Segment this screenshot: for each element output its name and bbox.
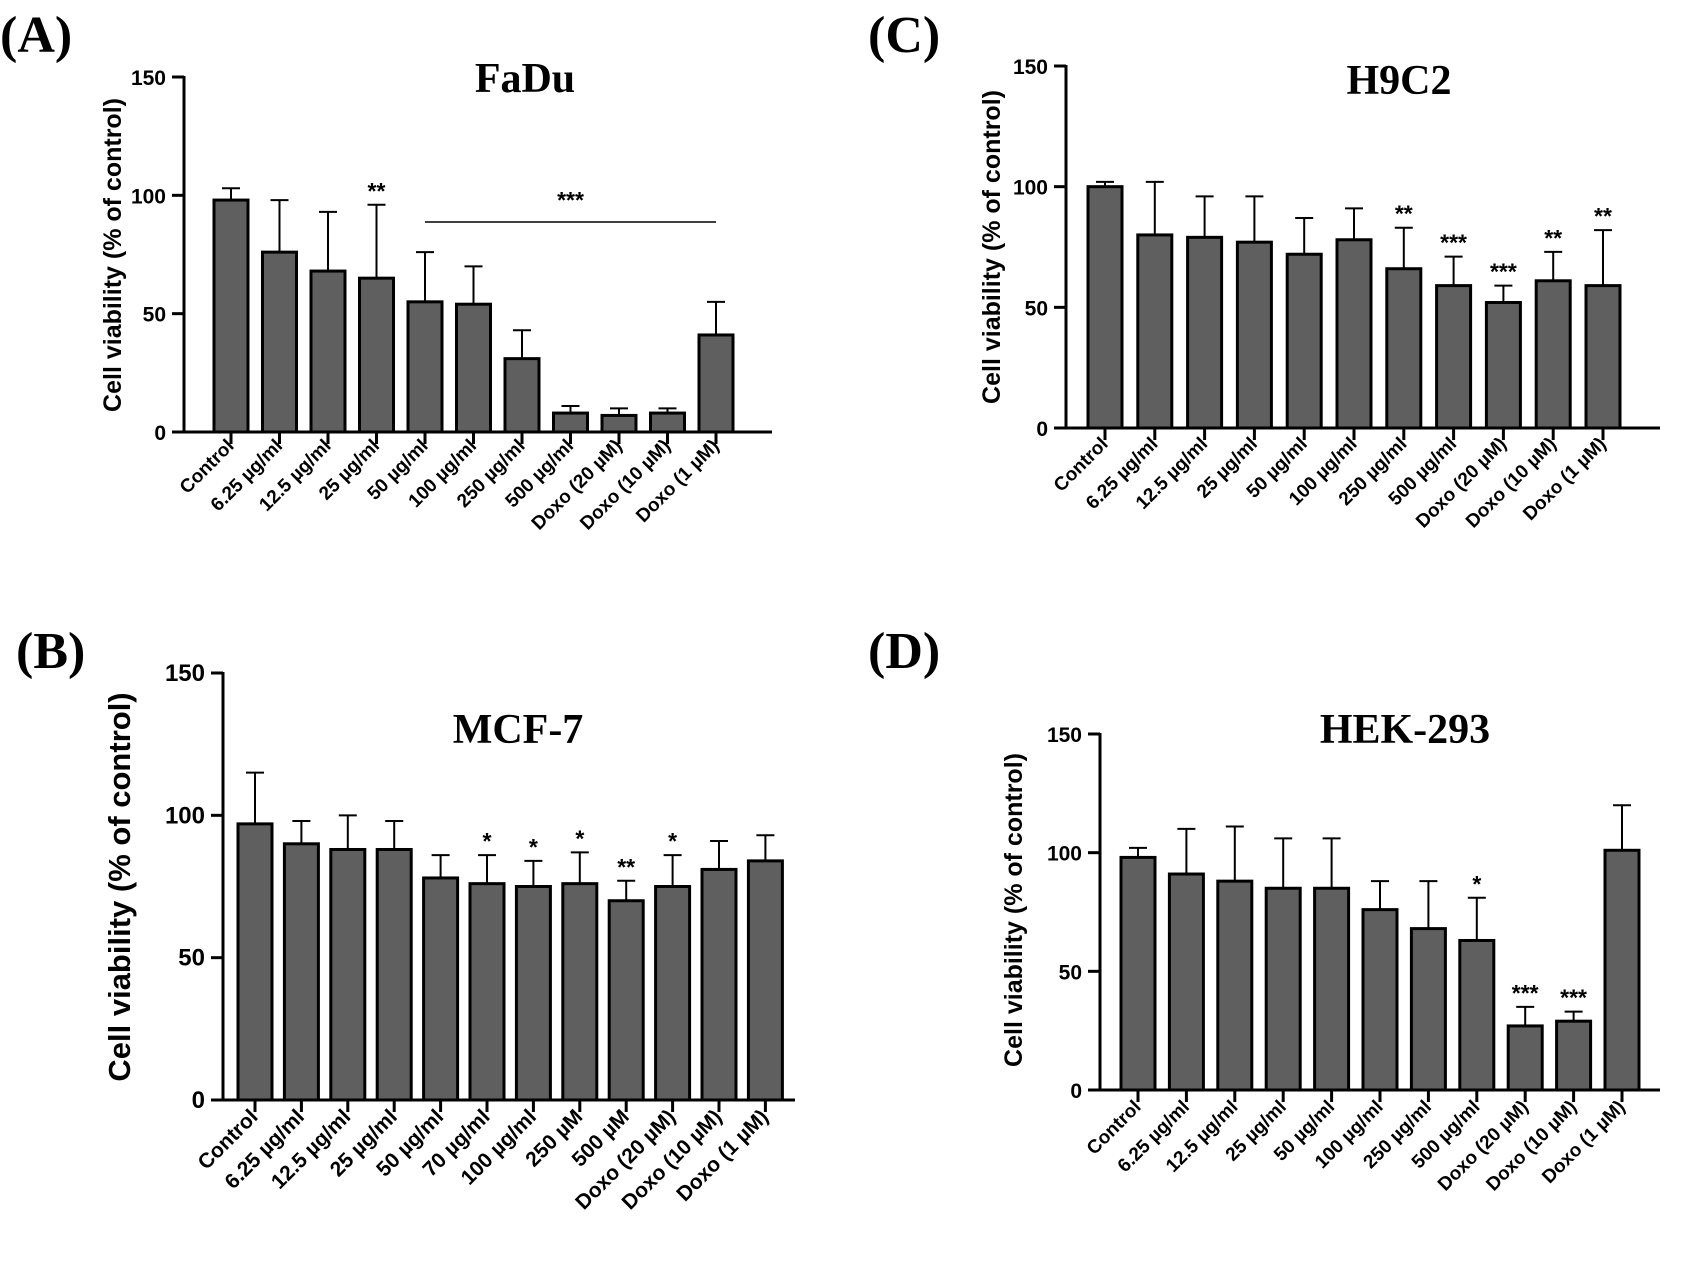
bar: [329, 847, 367, 1102]
bar: [552, 411, 589, 434]
y-tick-label: 150: [1013, 56, 1048, 79]
bar: [1313, 886, 1351, 1092]
y-tick-label: 50: [1059, 961, 1082, 984]
bar: [607, 899, 645, 1102]
bar: [561, 882, 599, 1102]
significance-label: *: [529, 834, 538, 860]
significance-label: **: [617, 854, 635, 880]
bar: [1335, 238, 1373, 430]
bar: [212, 198, 250, 434]
bar: [1186, 235, 1224, 430]
chart-title: MCF-7: [453, 707, 584, 753]
bar: [1264, 886, 1302, 1092]
panel-letter: (B): [16, 623, 85, 680]
bar: [1584, 284, 1622, 430]
bar: [1385, 267, 1423, 430]
bar: [1235, 240, 1273, 430]
y-axis-label: Cell viability (% of control): [978, 90, 1006, 404]
bar: [261, 250, 298, 434]
panel-letter: (D): [868, 623, 940, 680]
significance-label: ***: [1512, 980, 1539, 1006]
bar: [406, 300, 444, 434]
significance-label: ***: [1490, 259, 1517, 285]
y-tick-label: 100: [1047, 843, 1082, 866]
y-axis-label: Cell viability (% of control): [99, 98, 127, 412]
bar: [1285, 252, 1323, 430]
bar: [1216, 879, 1254, 1092]
significance-label: **: [1544, 225, 1562, 251]
bar: [422, 876, 460, 1102]
bar: [455, 302, 492, 434]
significance-label: *: [483, 828, 492, 854]
significance-label: **: [368, 178, 386, 204]
bar: [1136, 233, 1174, 430]
bar: [1086, 185, 1124, 430]
y-tick-label: 150: [165, 660, 205, 687]
chart-title: H9C2: [1347, 58, 1452, 104]
bar: [1435, 284, 1473, 430]
y-tick-label: 50: [143, 304, 166, 327]
bar: [514, 885, 552, 1102]
bar: [1458, 938, 1496, 1092]
significance-label: ***: [1440, 230, 1467, 256]
bar: [1119, 855, 1157, 1092]
bar: [1484, 301, 1522, 430]
chart-title: HEK-293: [1320, 707, 1490, 753]
bar: [282, 842, 320, 1102]
significance-label: *: [1472, 871, 1481, 897]
y-tick-label: 50: [1025, 297, 1048, 320]
bar: [1167, 872, 1205, 1092]
bar: [375, 847, 413, 1102]
bar: [1409, 927, 1447, 1092]
significance-label: **: [1594, 203, 1612, 229]
bar: [600, 413, 638, 434]
bar: [700, 867, 738, 1102]
y-tick-label: 0: [1036, 418, 1048, 441]
panel-letter: (A): [0, 7, 72, 64]
bar: [649, 411, 686, 434]
significance-label: *: [575, 825, 584, 851]
bar: [309, 269, 347, 434]
y-tick-label: 150: [1047, 724, 1082, 747]
group-significance-label: ***: [557, 187, 584, 213]
y-tick-label: 50: [178, 945, 205, 972]
bar: [654, 885, 692, 1102]
significance-label: ***: [1560, 985, 1587, 1011]
bar: [358, 276, 395, 434]
bar: [1534, 279, 1572, 430]
y-axis-label: Cell viability (% of control): [102, 692, 137, 1081]
y-tick-label: 0: [1070, 1080, 1082, 1103]
bar: [1506, 1024, 1544, 1092]
bar: [236, 822, 274, 1102]
significance-label: *: [668, 828, 677, 854]
chart-title: FaDu: [475, 56, 575, 102]
bar: [468, 882, 506, 1102]
bar: [1603, 848, 1641, 1092]
panel-letter: (C): [868, 7, 940, 64]
y-tick-label: 100: [1013, 177, 1048, 200]
significance-label: **: [1395, 201, 1413, 227]
y-tick-label: 0: [154, 422, 166, 445]
y-axis-label: Cell viability (% of control): [1000, 753, 1028, 1067]
y-tick-label: 100: [131, 185, 166, 208]
bar: [1555, 1019, 1593, 1092]
y-tick-label: 100: [165, 802, 205, 829]
y-tick-label: 150: [131, 67, 166, 90]
bar: [746, 859, 784, 1102]
bar: [503, 357, 541, 434]
bar: [697, 333, 735, 434]
bar: [1361, 908, 1399, 1092]
y-tick-label: 0: [192, 1087, 205, 1114]
